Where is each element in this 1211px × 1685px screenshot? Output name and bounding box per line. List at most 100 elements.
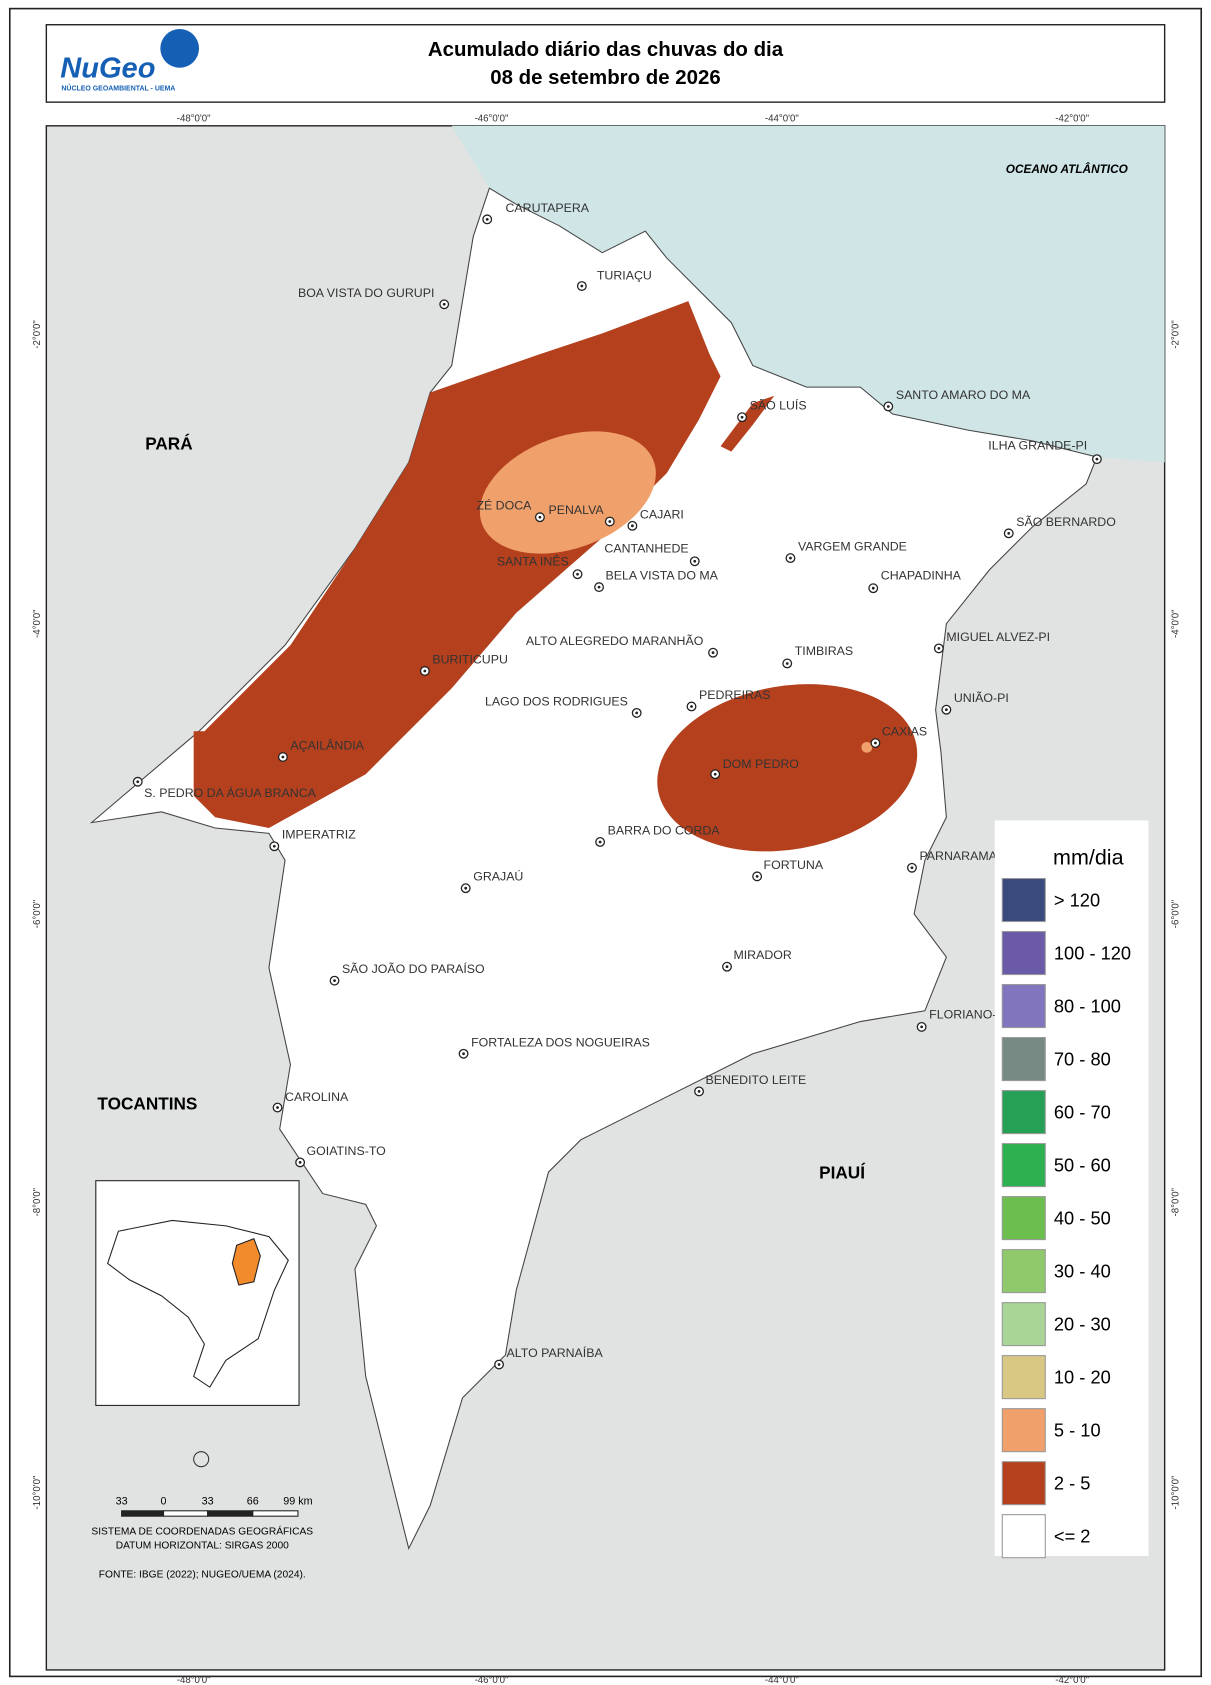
note: DATUM HORIZONTAL: SIRGAS 2000 <box>116 1540 289 1551</box>
legend-label: 20 - 30 <box>1054 1314 1111 1335</box>
logo-subtitle: NÚCLEO GEOAMBIENTAL - UEMA <box>61 83 175 92</box>
rain-zone <box>720 395 775 452</box>
city-label: GOIATINS-TO <box>307 1144 387 1158</box>
city-label: TURIAÇU <box>597 269 652 283</box>
city-label: CARUTAPERA <box>505 201 589 215</box>
legend-title: mm/dia <box>1053 846 1124 870</box>
legend-swatch <box>1001 1143 1046 1188</box>
city-point-dot <box>725 965 729 969</box>
lon-label: -42°0'0" <box>1055 1675 1089 1685</box>
lat-label: -2°0'0" <box>32 320 43 349</box>
city-point-dot <box>497 1363 501 1366</box>
city-point-dot <box>693 559 697 563</box>
legend: > 120 100 - 120 80 - 100 70 - 80 60 - 70 50 -… <box>1001 877 1131 1559</box>
rain-zone <box>657 684 918 852</box>
subtitle: 08 de setembro de 2026 <box>490 67 720 89</box>
city-label: BELA VISTA DO MA <box>606 569 719 583</box>
city-label: MIGUEL ALVEZ-PI <box>946 630 1050 644</box>
city-label: IMPERATRIZ <box>282 828 356 842</box>
lon-label: -44°0'0" <box>765 1675 799 1685</box>
legend-swatch <box>1001 1037 1046 1082</box>
city-label: S. PEDRO DA ÁGUA BRANCA <box>144 785 316 800</box>
legend-label: 30 - 40 <box>1054 1261 1111 1282</box>
city-point-dot <box>464 886 468 890</box>
city-point-dot <box>874 741 877 745</box>
logo: NuGeo <box>60 52 155 84</box>
lat-label: -6°0'0" <box>32 899 43 928</box>
scale-label: 66 <box>247 1495 259 1507</box>
legend-swatch <box>1001 1090 1046 1135</box>
city-label: CHAPADINHA <box>881 569 962 583</box>
lat-label: -8°0'0" <box>32 1187 43 1216</box>
city-point-dot <box>538 515 542 519</box>
legend-swatch <box>1001 1196 1046 1241</box>
city-point-dot <box>608 520 612 523</box>
city-label: SANTA INÊS <box>497 554 569 569</box>
city-label: AÇAILÂNDIA <box>290 737 364 752</box>
note: FONTE: IBGE (2022); NUGEO/UEMA (2024). <box>99 1569 306 1580</box>
lat-label: -8°0'0" <box>1171 1187 1182 1216</box>
city-label: FLORIANO- <box>929 1007 996 1021</box>
region-label: PARÁ <box>145 433 192 453</box>
city-label: ALTO PARNAÍBA <box>507 1345 604 1360</box>
legend-swatch <box>1001 1355 1046 1400</box>
city-point-dot <box>1007 531 1011 535</box>
city-point-dot <box>920 1025 924 1029</box>
legend-label: > 120 <box>1054 889 1100 910</box>
region-label: PIAUÍ <box>819 1163 866 1183</box>
legend-swatch <box>1001 1461 1046 1506</box>
scale-segment <box>207 1510 254 1517</box>
city-point-dot <box>690 705 693 708</box>
city-point-dot <box>272 844 276 848</box>
header-box <box>45 24 1166 103</box>
city-point-dot <box>281 755 285 759</box>
city-point-dot <box>298 1161 302 1164</box>
city-label: FORTUNA <box>764 858 824 872</box>
city-label: BENEDITO LEITE <box>706 1073 807 1087</box>
city-label: MIRADOR <box>733 948 791 962</box>
city-point-dot <box>711 651 715 655</box>
city-label: BARRA DO CORDA <box>608 823 721 837</box>
city-point-dot <box>697 1090 701 1093</box>
city-point-dot <box>789 556 792 560</box>
ocean-label: OCEANO ATLÂNTICO <box>1006 162 1128 176</box>
city-label: VARGEM GRANDE <box>798 540 907 554</box>
legend-label: 40 - 50 <box>1054 1208 1111 1229</box>
city-label: DOM PEDRO <box>723 757 800 771</box>
scale-segment <box>163 1510 209 1517</box>
note: SISTEMA DE COORDENADAS GEOGRÁFICAS <box>91 1524 313 1537</box>
city-point-dot <box>713 772 717 776</box>
lon-label: -42°0'0" <box>1055 114 1089 125</box>
city-point-dot <box>740 415 744 419</box>
city-label: BURITICUPU <box>432 652 508 666</box>
city-label: UNIÃO-PI <box>954 691 1009 705</box>
city-point-dot <box>944 708 948 712</box>
rain-zone <box>861 741 873 753</box>
legend-label: 80 - 100 <box>1054 996 1121 1017</box>
city-label: LAGO DOS RODRIGUES <box>485 694 628 708</box>
lon-label: -48°0'0" <box>177 1675 211 1685</box>
city-point-dot <box>597 585 601 589</box>
rain-zones <box>193 301 918 852</box>
legend-swatch <box>1001 930 1046 976</box>
city-point-dot <box>871 586 875 590</box>
legend-label: <= 2 <box>1054 1526 1091 1547</box>
north-arrow <box>193 1451 210 1468</box>
legend-label: 2 - 5 <box>1054 1473 1091 1494</box>
city-label: CAJARI <box>640 507 684 521</box>
city-label: SÃO LUÍS <box>750 398 807 413</box>
scale-bar: 33 0 33 66 99 km <box>116 1495 313 1517</box>
city-label: SANTO AMARO DO MA <box>896 388 1031 402</box>
lat-label: -4°0'0" <box>1171 609 1182 638</box>
scale-label: 0 <box>161 1495 167 1507</box>
city-point-dot <box>442 302 446 306</box>
scale-segment <box>121 1510 165 1517</box>
city-point-dot <box>886 405 890 408</box>
legend-label: 50 - 60 <box>1054 1155 1111 1176</box>
map-labels: CARUTAPERA TURIAÇU BOA VISTA DO GURUPI SÃO … <box>32 114 1182 1685</box>
city-label: BOA VISTA DO GURUPI <box>298 286 434 300</box>
city-point-dot <box>635 711 639 715</box>
city-label: SÃO BERNARDO <box>1016 515 1116 529</box>
city-label: TIMBIRAS <box>795 644 853 658</box>
